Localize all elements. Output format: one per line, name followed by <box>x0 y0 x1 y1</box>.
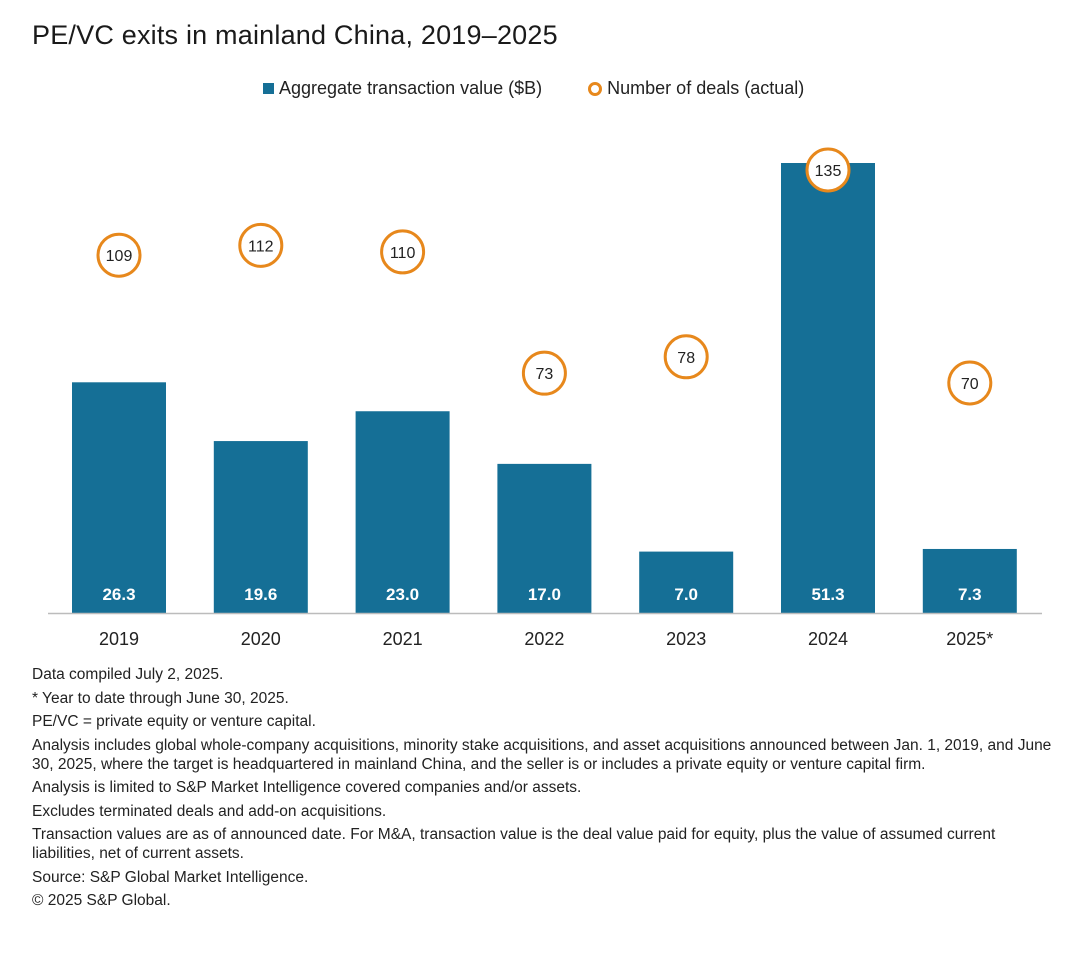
note-line: Analysis includes global whole-company a… <box>32 736 1052 773</box>
chart-plot: 26.3 2019 109 19.6 2020 112 23.0 2021 110 17.0 202… <box>48 147 1042 649</box>
x-tick-label: 2025* <box>946 629 993 649</box>
deal-marker <box>947 360 993 406</box>
x-tick-label: 2020 <box>241 629 281 649</box>
x-tick-label: 2021 <box>383 629 423 649</box>
deal-marker <box>96 232 142 278</box>
legend-item-deals: Number of deals (actual) <box>588 78 804 99</box>
bar-value-label: 26.3 <box>102 585 135 604</box>
deal-marker <box>805 147 851 193</box>
deal-marker <box>238 222 284 268</box>
legend-ring-swatch <box>588 81 603 96</box>
x-tick-label: 2019 <box>99 629 139 649</box>
bar-2020 <box>213 441 308 613</box>
bar-value-label: 51.3 <box>811 585 844 604</box>
bar-value-label: 19.6 <box>244 585 277 604</box>
deal-count-label: 135 <box>815 163 842 180</box>
note-line: Data compiled July 2, 2025. <box>32 666 224 683</box>
note-line: Analysis is limited to S&P Market Intell… <box>32 779 582 796</box>
deal-marker <box>521 350 567 396</box>
bar-value-label: 23.0 <box>386 585 419 604</box>
legend-deals-label: Number of deals (actual) <box>607 78 805 98</box>
note-line: Excludes terminated deals and add-on acq… <box>32 802 387 820</box>
bar-2025* <box>922 548 1017 613</box>
x-tick-label: 2024 <box>808 629 848 649</box>
bar-2024 <box>781 163 875 613</box>
chart-title: PE/VC exits in mainland China, 2019–2025 <box>32 20 558 50</box>
legend-item-value: Aggregate transaction value ($B) <box>263 78 542 99</box>
bar-2023 <box>639 551 734 613</box>
bar-2019 <box>72 382 166 613</box>
chart-legend: Aggregate transaction value ($B) Number … <box>263 78 850 99</box>
chart-notes: Data compiled July 2, 2025. * Year to dat… <box>32 665 1062 915</box>
bar-value-label: 7.0 <box>674 585 698 604</box>
bar-value-label: 7.3 <box>958 585 982 604</box>
note-line: Source: S&P Global Market Intelligence. <box>32 868 309 886</box>
note-line: * Year to date through June 30, 2025. <box>32 689 289 707</box>
bar-2022 <box>497 463 592 613</box>
note-line: PE/VC = private equity or venture capita… <box>32 713 316 730</box>
legend-bar-label: Aggregate transaction value ($B) <box>279 78 543 98</box>
deal-count-label: 70 <box>961 376 979 393</box>
bar-value-label: 17.0 <box>528 585 561 604</box>
deal-count-label: 78 <box>677 350 695 367</box>
deal-count-label: 73 <box>536 366 554 383</box>
note-line: Transaction values are as of announced d… <box>32 826 996 862</box>
legend-bar-swatch <box>263 83 274 94</box>
deal-count-label: 110 <box>390 245 416 262</box>
note-line: © 2025 S&P Global. <box>32 892 171 909</box>
deal-marker <box>380 229 426 275</box>
deal-marker <box>663 334 709 380</box>
deal-count-label: 109 <box>106 248 133 265</box>
deal-count-label: 112 <box>248 238 274 255</box>
bar-2021 <box>355 411 450 613</box>
x-tick-label: 2022 <box>524 629 564 649</box>
x-tick-label: 2023 <box>666 629 706 649</box>
